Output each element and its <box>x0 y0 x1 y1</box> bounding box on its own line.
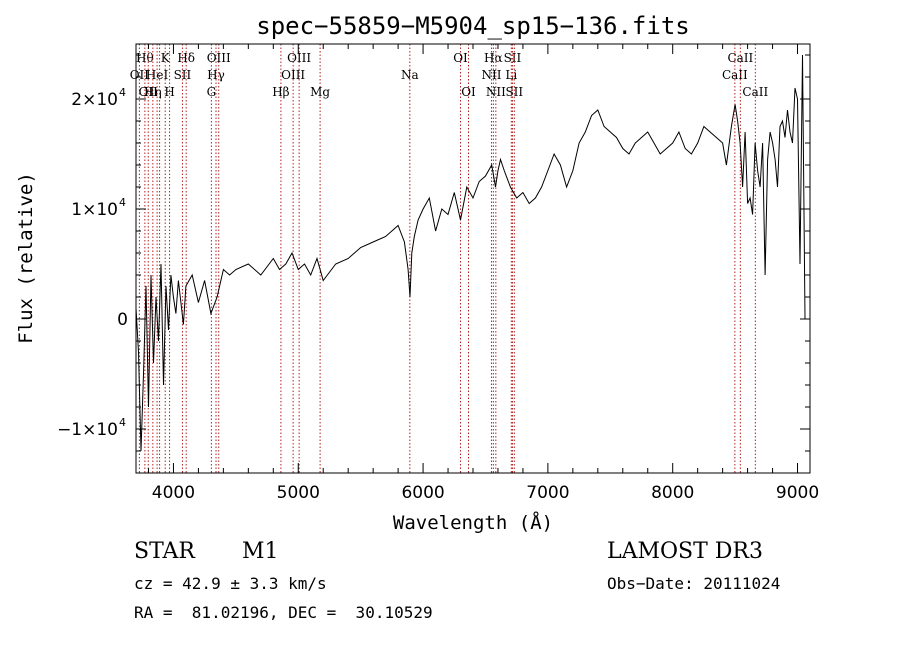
y-axis: −1×10 401×10 42×10 4 <box>57 54 810 474</box>
marker-label: Hη <box>144 85 162 99</box>
marker-label: OII <box>139 85 159 99</box>
marker-label: OIII <box>287 51 311 65</box>
marker-label: Mg <box>310 85 330 99</box>
marker-label: G <box>207 85 217 99</box>
marker-label: SII <box>174 68 192 82</box>
x-tick-label: 6000 <box>401 483 444 503</box>
y-tick-exponent: 4 <box>119 196 126 209</box>
marker-label: Hγ <box>207 68 225 82</box>
marker-label: OII <box>130 68 150 82</box>
marker-label: CaII <box>727 51 753 65</box>
marker-label: Hδ <box>177 51 195 65</box>
marker-label: SII <box>504 51 522 65</box>
x-tick-label: 7000 <box>526 483 569 503</box>
x-axis-label: Wavelength (Å) <box>393 511 553 534</box>
coordinates: RA = 81.02196, DEC = 30.10529 <box>134 603 433 622</box>
spectrum-series <box>135 54 806 452</box>
marker-label: NII <box>486 85 506 99</box>
line-markers: OIIHθOIIHηHeIKHSIIHδGHγOIIIHβOIIIOIIIMgN… <box>130 44 768 473</box>
plot-frame <box>135 43 811 474</box>
marker-label: HeI <box>146 68 169 82</box>
y-tick-exponent: 4 <box>119 86 126 99</box>
survey-name: LAMOST DR3 <box>607 539 763 564</box>
y-tick-label: 1×10 <box>71 200 118 220</box>
x-tick-label: 8000 <box>651 483 694 503</box>
observation-date: Obs−Date: 20111024 <box>607 574 781 593</box>
marker-label: H <box>164 85 174 99</box>
x-axis: 4000 5000 6000 7000 8000 9000 <box>147 44 819 503</box>
x-tick-label: 9000 <box>776 483 819 503</box>
marker-label: Na <box>401 68 419 82</box>
marker-label: Hθ <box>136 51 154 65</box>
marker-label: SII <box>505 85 523 99</box>
marker-label: OI <box>453 51 468 65</box>
x-tick-label: 5000 <box>277 483 320 503</box>
y-tick-label: 2×10 <box>71 90 118 110</box>
y-tick-label: 0 <box>117 310 128 330</box>
marker-label: Hα <box>484 51 503 65</box>
marker-label: CaII <box>722 68 748 82</box>
chart-title: spec−55859−M5904_sp15−136.fits <box>256 12 689 40</box>
marker-label: Hβ <box>272 85 289 99</box>
marker-label: OIII <box>281 68 305 82</box>
y-axis-label: Flux (relative) <box>15 172 37 344</box>
marker-label: CaII <box>742 85 768 99</box>
x-tick-label: 4000 <box>152 483 195 503</box>
marker-label: OIII <box>207 51 231 65</box>
marker-label: NII <box>481 68 501 82</box>
object-class: STAR <box>134 539 195 564</box>
object-subclass: M1 <box>242 539 279 564</box>
redshift-cz: cz = 42.9 ± 3.3 km/s <box>134 574 327 593</box>
marker-label: K <box>161 51 171 65</box>
y-tick-exponent: 4 <box>119 416 126 429</box>
marker-label: Li <box>505 68 517 82</box>
marker-label: OI <box>461 85 476 99</box>
y-tick-label: −1×10 <box>57 420 118 440</box>
